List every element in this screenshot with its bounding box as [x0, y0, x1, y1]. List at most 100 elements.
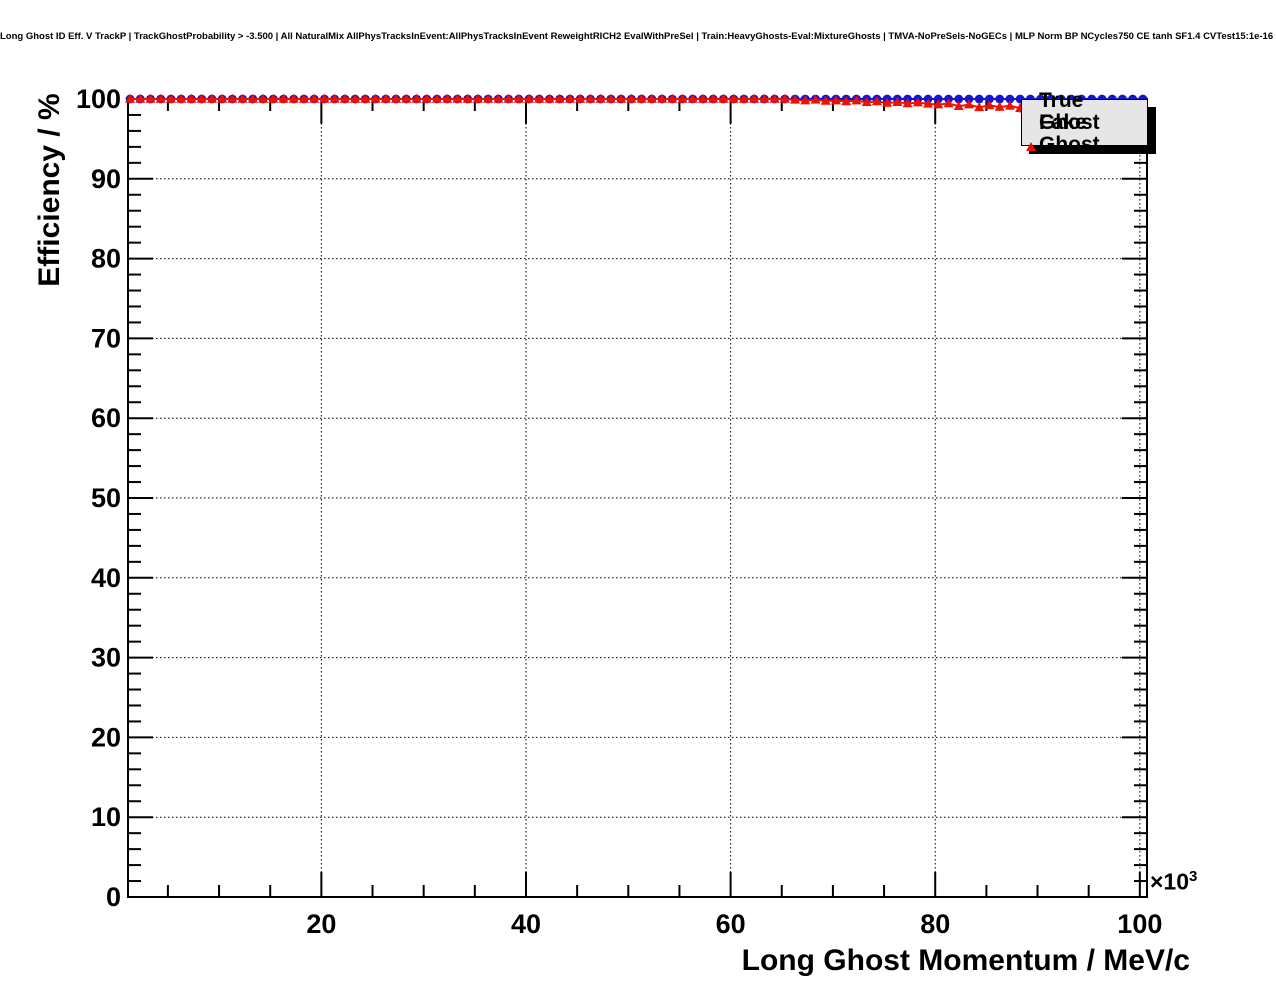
y-tick-label: 20 [91, 722, 121, 752]
data-point-triangle [902, 98, 913, 108]
data-point-triangle [687, 93, 698, 103]
data-point-triangle [1004, 100, 1015, 110]
x-tick-label: 40 [511, 909, 541, 939]
data-point-triangle [155, 93, 166, 103]
data-point-triangle [472, 93, 483, 103]
y-tick-label: 30 [91, 643, 121, 673]
data-point-triangle [933, 99, 944, 109]
data-point-triangle [329, 93, 340, 103]
data-point-triangle [728, 93, 739, 103]
data-point-triangle [718, 93, 729, 103]
data-point-triangle [360, 93, 371, 103]
legend-label: Fake Ghost [1039, 111, 1100, 156]
x-tick-label: 80 [920, 909, 950, 939]
x-axis-exponent: ×103 [1150, 868, 1197, 896]
data-point-triangle [217, 93, 228, 103]
data-point-triangle [176, 93, 187, 103]
data-point-triangle [401, 93, 412, 103]
data-point-triangle [247, 93, 258, 103]
data-point-triangle [810, 94, 821, 104]
data-point-triangle [350, 93, 361, 103]
x-axis-title: Long Ghost Momentum / MeV/c [741, 944, 1190, 977]
data-point-triangle [370, 93, 381, 103]
data-point-triangle [749, 93, 760, 103]
data-point-triangle [963, 99, 974, 109]
data-point-triangle [769, 93, 780, 103]
tick-labels: 20 40 60 80 100 0 10 20 30 40 50 60 70 80 90 100 [76, 84, 1162, 939]
data-point-triangle [145, 93, 156, 103]
data-point-triangle [974, 102, 985, 112]
data-point-triangle [779, 93, 790, 103]
fake-ghost-marker-icon [1026, 125, 1039, 151]
data-point-triangle [861, 96, 872, 106]
data-point-triangle [268, 93, 279, 103]
y-tick-label: 90 [91, 164, 121, 194]
data-point-triangle [298, 93, 309, 103]
data-point-triangle [943, 98, 954, 108]
data-point-triangle [851, 95, 862, 105]
data-point-triangle [524, 93, 535, 103]
series-line [130, 98, 1143, 110]
data-point-triangle [165, 93, 176, 103]
data-point-circle [964, 94, 974, 104]
data-point-triangle [483, 93, 494, 103]
data-point-triangle [513, 93, 524, 103]
data-point-triangle [800, 95, 811, 105]
data-point-triangle [278, 93, 289, 103]
legend-entry-true-ghost: True Ghost [1026, 90, 1147, 134]
data-point-triangle [646, 93, 657, 103]
data-point-triangle [411, 93, 422, 103]
data-point-triangle [841, 96, 852, 106]
data-point-triangle [616, 93, 627, 103]
data-point-triangle [503, 93, 514, 103]
data-point-triangle [319, 93, 330, 103]
data-point-triangle [953, 100, 964, 110]
data-point-triangle [462, 93, 473, 103]
data-point-triangle [636, 93, 647, 103]
data-point-triangle [984, 100, 995, 110]
data-point-triangle [452, 93, 463, 103]
data-point-triangle [186, 93, 197, 103]
y-tick-label: 10 [91, 802, 121, 832]
data-point-triangle [135, 93, 146, 103]
x-tick-label: 20 [306, 909, 336, 939]
y-tick-label: 40 [91, 563, 121, 593]
data-point-triangle [237, 93, 248, 103]
data-point-triangle [391, 93, 402, 103]
data-point-triangle [585, 93, 596, 103]
data-point-triangle [339, 93, 350, 103]
data-point-triangle [431, 93, 442, 103]
data-point-triangle [912, 97, 923, 107]
data-point-triangle [708, 93, 719, 103]
data-point-triangle [677, 93, 688, 103]
data-point-circle [974, 94, 984, 104]
y-tick-label: 70 [91, 323, 121, 353]
series-fake-ghost [125, 93, 1148, 113]
data-point-triangle [227, 93, 238, 103]
data-point-triangle [554, 93, 565, 103]
exponent-power: 3 [1189, 868, 1198, 885]
data-point-triangle [667, 93, 678, 103]
data-point-triangle [626, 93, 637, 103]
y-axis-title: Efficiency / % [33, 93, 66, 287]
data-point-triangle [605, 93, 616, 103]
data-point-triangle [697, 93, 708, 103]
x-tick-label: 100 [1117, 909, 1162, 939]
legend: True Ghost Fake Ghost [1021, 90, 1148, 156]
data-point-triangle [830, 95, 841, 105]
data-point-triangle [380, 93, 391, 103]
y-tick-label: 50 [91, 483, 121, 513]
x-tick-label: 60 [716, 909, 746, 939]
plot-title: Long Ghost ID Eff. V TrackP | TrackGhost… [0, 31, 1276, 42]
data-point-triangle [442, 93, 453, 103]
data-point-triangle [820, 95, 831, 105]
data-point-triangle [575, 93, 586, 103]
y-tick-label: 80 [91, 244, 121, 274]
data-point-triangle [493, 93, 504, 103]
grid-lines [128, 99, 1147, 897]
data-point-circle [995, 94, 1005, 104]
data-point-triangle [994, 101, 1005, 111]
data-point-circle [985, 94, 994, 104]
